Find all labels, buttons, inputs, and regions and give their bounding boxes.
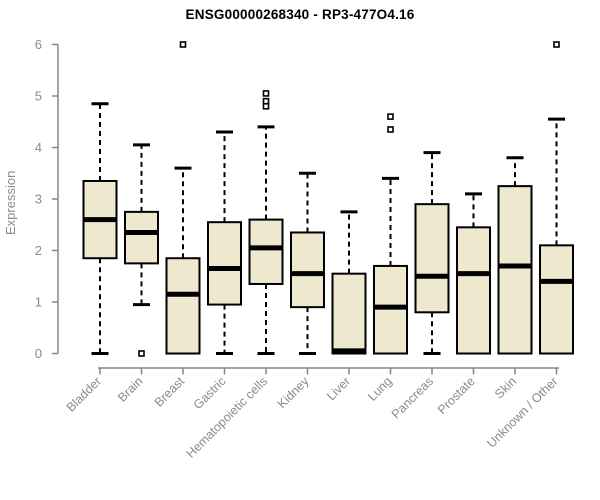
y-tick-label: 6 [35,37,42,52]
box-rect [497,185,533,355]
x-tick-label-lung: Lung [365,374,395,404]
x-tick-label-liver: Liver [324,374,353,403]
y-tick-label: 0 [35,346,42,361]
x-tick-label-kidney: Kidney [275,374,312,411]
box-group-bladder [82,102,118,355]
x-tick-label-brain: Brain [115,374,146,405]
outlier-point [179,41,187,48]
box-rect [165,257,201,355]
y-tick-label: 3 [35,192,42,207]
outlier-point [387,126,394,133]
box-rect [248,218,284,285]
box-group-lung [373,113,408,355]
y-tick-label: 5 [35,89,42,104]
box-group-liver [331,210,367,355]
outlier-point [262,90,270,97]
outlier-point [553,41,560,48]
chart-title: ENSG00000268340 - RP3-477O4.16 [185,7,415,22]
box-rect [373,264,408,355]
box-rect [456,226,491,355]
box-group-gastric [207,130,242,355]
x-tick-label-bladder: Bladder [64,374,104,414]
box-rect [414,203,450,314]
box-rect [290,231,325,309]
x-tick-label-unknown-other: Unknown / Other [484,374,560,450]
x-tick-label-hematopoietic-cells: Hematopoietic cells [184,374,271,461]
box-group-pancreas [414,151,450,355]
box-rect [124,210,159,265]
box-group-kidney [290,171,325,355]
box-rect [331,272,367,355]
box-rect [539,244,574,355]
box-group-skin [497,156,533,355]
x-tick-label-skin: Skin [492,374,519,401]
outlier-point [262,103,270,110]
y-tick-label: 1 [35,295,42,310]
x-tick-label-breast: Breast [152,374,188,410]
box-group-brain [124,143,159,357]
box-group-hematopoietic-cells [248,90,284,355]
x-tick-label-gastric: Gastric [191,374,229,412]
x-tick-label-pancreas: Pancreas [389,374,436,421]
box-rect [207,221,242,306]
x-tick-label-prostate: Prostate [435,374,478,417]
y-tick-label: 2 [35,243,42,258]
outlier-point [262,97,270,105]
box-group-unknown-other [539,41,574,355]
box-group-prostate [456,192,491,355]
outlier-point [138,350,145,357]
y-tick-label: 4 [35,140,42,155]
outlier-point [387,113,394,120]
box-group-breast [165,41,201,355]
